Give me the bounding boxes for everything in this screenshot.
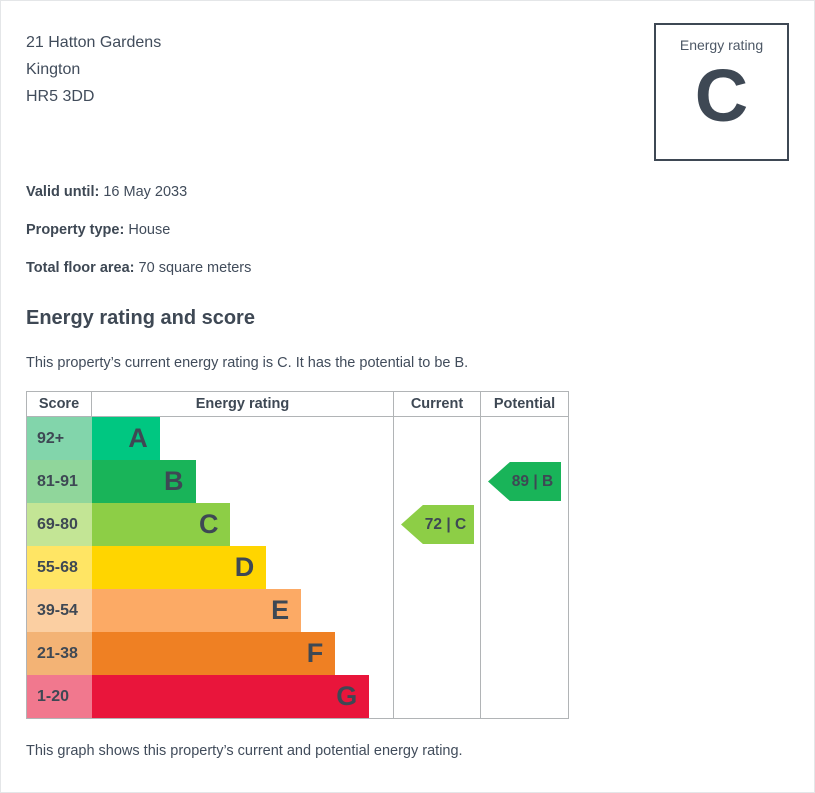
band-row-c: 69-80 C — [27, 503, 568, 546]
band-row-b: 81-91 B — [27, 460, 568, 503]
band-bar-c: C — [92, 503, 231, 546]
band-letter: A — [128, 423, 148, 453]
score-cell: 39-54 — [27, 589, 92, 632]
current-cell — [394, 546, 481, 589]
address-line-2: Kington — [26, 61, 81, 78]
current-cell — [394, 632, 481, 675]
bar-area: D — [92, 546, 394, 589]
bar-area: G — [92, 675, 394, 718]
energy-rating-box-label: Energy rating — [679, 37, 764, 53]
current-cell — [394, 675, 481, 718]
property-type-value: House — [128, 222, 171, 238]
score-cell: 92+ — [27, 417, 92, 460]
potential-cell — [481, 675, 568, 718]
energy-rating-box: Energy rating C — [654, 23, 789, 161]
band-row-g: 1-20 G — [27, 675, 568, 718]
band-letter: C — [198, 509, 219, 539]
bar-area: E — [92, 589, 394, 632]
energy-rating-box-value: C — [694, 54, 749, 137]
band-bar-g: G — [92, 675, 370, 718]
bar-area: B — [92, 460, 394, 503]
section-description: This property’s current energy rating is… — [26, 355, 469, 371]
floor-area-value: 70 square meters — [138, 260, 252, 276]
chart-header: Score Energy rating Current Potential — [27, 392, 568, 417]
band-row-e: 39-54 E — [27, 589, 568, 632]
valid-until-value: 16 May 2033 — [103, 184, 188, 200]
current-cell — [394, 589, 481, 632]
current-cell — [394, 460, 481, 503]
current-cell — [394, 503, 481, 546]
band-letter: E — [271, 595, 290, 625]
header-current: Current — [394, 392, 481, 416]
bar-area: C — [92, 503, 394, 546]
chart-caption: This graph shows this property’s current… — [26, 743, 463, 759]
valid-until-label: Valid until: — [26, 184, 100, 200]
bar-area: A — [92, 417, 394, 460]
potential-cell — [481, 546, 568, 589]
property-type-label: Property type: — [26, 222, 125, 238]
band-letter: B — [164, 466, 184, 496]
band-row-a: 92+ A — [27, 417, 568, 460]
score-cell: 55-68 — [27, 546, 92, 589]
header-potential: Potential — [493, 396, 556, 412]
certificate-meta: Valid until: 16 May 2033 Property type: … — [26, 185, 251, 299]
floor-area-row: Total floor area: 70 square meters — [26, 261, 251, 276]
band-bar-a: A — [92, 417, 160, 460]
address-line-3: HR5 3DD — [26, 88, 95, 105]
score-cell: 21-38 — [27, 632, 92, 675]
header-energy-rating: Energy rating — [92, 392, 394, 416]
band-bar-b: B — [92, 460, 196, 503]
property-type-row: Property type: House — [26, 223, 251, 238]
epc-rating-chart: Score Energy rating Current Potential 92… — [26, 391, 569, 719]
chart-body: 92+ A 81-91 B — [27, 417, 568, 718]
score-cell: 81-91 — [27, 460, 92, 503]
band-row-d: 55-68 D — [27, 546, 568, 589]
valid-until-row: Valid until: 16 May 2033 — [26, 185, 251, 200]
band-bar-f: F — [92, 632, 336, 675]
address-line-1: 21 Hatton Gardens — [26, 34, 162, 51]
score-cell: 1-20 — [27, 675, 92, 718]
floor-area-label: Total floor area: — [26, 260, 135, 276]
band-letter: G — [336, 681, 358, 711]
band-bar-d: D — [92, 546, 267, 589]
property-address: 21 Hatton Gardens Kington HR5 3DD — [26, 29, 161, 110]
score-cell: 69-80 — [27, 503, 92, 546]
band-bar-e: E — [92, 589, 302, 632]
potential-cell — [481, 589, 568, 632]
potential-cell — [481, 503, 568, 546]
band-row-f: 21-38 F — [27, 632, 568, 675]
header-score: Score — [27, 392, 92, 416]
band-letter: D — [234, 552, 255, 582]
current-cell — [394, 417, 481, 460]
potential-cell — [481, 632, 568, 675]
potential-cell — [481, 417, 568, 460]
current-rating-value: 72 | C — [424, 515, 467, 533]
potential-rating-value: 89 | B — [511, 472, 554, 490]
section-title: Energy rating and score — [26, 307, 255, 329]
bar-area: F — [92, 632, 394, 675]
band-letter: F — [306, 638, 324, 668]
